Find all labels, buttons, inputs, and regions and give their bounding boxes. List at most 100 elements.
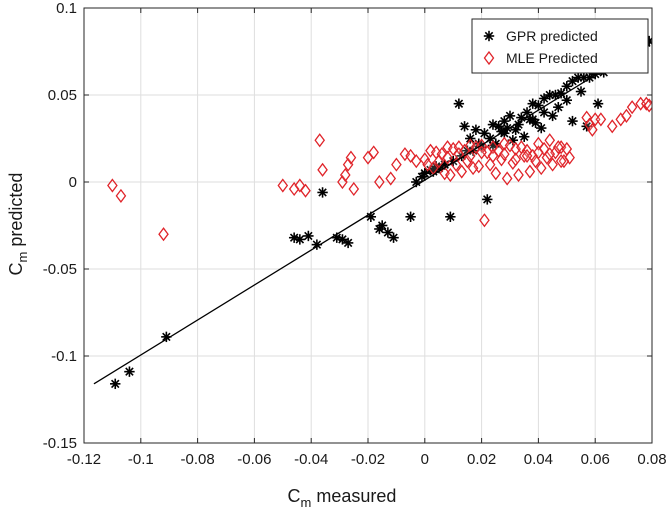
mle-point (107, 178, 118, 193)
mle-point (533, 145, 544, 160)
y-axis-title-main: C (6, 262, 26, 275)
gpr-point (337, 234, 348, 245)
gpr-point (567, 75, 578, 87)
mle-point (277, 178, 289, 193)
mle-point (496, 152, 507, 167)
mle-point (368, 145, 379, 160)
plot-area (93, 35, 652, 390)
mle-point (487, 148, 499, 163)
gpr-point (124, 366, 135, 377)
mle-point (606, 119, 618, 134)
legend-label-gpr: GPR predicted (506, 28, 598, 44)
mle-point (555, 154, 567, 169)
mle-point (587, 122, 598, 137)
gpr-point (533, 100, 544, 111)
gpr-point (575, 86, 587, 97)
gpr-point (405, 211, 416, 222)
x-tick-label: -0.12 (67, 451, 101, 468)
x-tick-label: 0 (421, 451, 429, 468)
gpr-point (445, 211, 456, 222)
x-tick-label: -0.02 (351, 451, 385, 468)
mle-point (507, 155, 519, 170)
mle-point (345, 150, 357, 165)
gpr-point (553, 101, 564, 113)
gpr-point (303, 230, 314, 242)
gpr-point (482, 194, 493, 205)
gpr-point (513, 119, 524, 130)
mle-point (490, 166, 502, 181)
mle-point (483, 50, 495, 66)
y-axis-title-rest: predicted (6, 173, 26, 252)
x-tick-label: 0.06 (581, 451, 610, 468)
y-tick-label: -0.15 (43, 435, 77, 452)
gpr-point (342, 237, 354, 249)
x-tick-label: 0.02 (467, 451, 496, 468)
gpr-point (547, 110, 558, 122)
mle-point (419, 152, 431, 167)
series-mle (107, 96, 652, 242)
mle-point (317, 162, 328, 177)
y-tick-label: -0.1 (51, 348, 77, 365)
x-axis-title-rest: measured (311, 486, 396, 506)
gpr-point (161, 331, 172, 343)
gpr-point (536, 122, 547, 134)
mle-point (499, 147, 510, 162)
mle-point (300, 183, 311, 198)
mle-point (115, 188, 127, 204)
mle-point (552, 140, 564, 155)
x-tick-label: -0.08 (180, 451, 214, 468)
mle-point (544, 133, 556, 148)
mle-point (518, 148, 530, 163)
mle-point (433, 154, 445, 169)
y-tick-label: -0.05 (43, 261, 77, 278)
mle-point (385, 171, 397, 186)
gpr-point (483, 30, 495, 42)
x-axis-title-sub: m (301, 495, 312, 510)
mle-point (626, 100, 638, 115)
gpr-point (470, 124, 482, 135)
y-tick-label: 0.05 (48, 87, 77, 104)
gpr-point (388, 232, 399, 243)
mle-point (456, 164, 468, 179)
mle-point (479, 213, 490, 228)
mle-point (595, 112, 607, 127)
mle-point (476, 145, 487, 160)
mle-point (541, 150, 553, 165)
gpr-point (538, 93, 550, 104)
legend-marker-diamond (483, 50, 495, 66)
mle-point (442, 150, 453, 165)
fit-line (93, 41, 650, 385)
mle-point (521, 148, 533, 163)
mle-point (374, 174, 385, 190)
mle-point (510, 152, 521, 167)
mle-point (643, 98, 652, 113)
mle-point (348, 181, 360, 197)
mle-point (422, 157, 433, 172)
y-tick-label: 0.1 (56, 0, 77, 17)
gpr-point (519, 131, 530, 142)
gpr-point (317, 187, 328, 198)
x-axis-title-main: C (288, 486, 301, 506)
mle-point (391, 157, 402, 172)
mle-point (535, 160, 547, 176)
gpr-point (592, 98, 604, 109)
axes-box (83, 7, 653, 444)
gpr-point (459, 121, 470, 132)
mle-point (410, 154, 422, 169)
gpr-point (496, 126, 507, 137)
mle-point (339, 167, 351, 183)
x-tick-label: 0.04 (524, 451, 553, 468)
grid (83, 7, 653, 444)
gpr-point (453, 98, 465, 109)
mle-point (544, 147, 556, 162)
mle-point (547, 157, 558, 172)
y-tick-label: 0 (69, 174, 77, 191)
mle-point (581, 110, 592, 125)
x-tick-label: 0.08 (637, 451, 666, 468)
mle-point (524, 164, 536, 179)
mle-point (501, 171, 513, 186)
mle-point (513, 167, 524, 183)
mle-point (158, 227, 169, 242)
legend: GPR predicted MLE Predicted (471, 18, 649, 74)
